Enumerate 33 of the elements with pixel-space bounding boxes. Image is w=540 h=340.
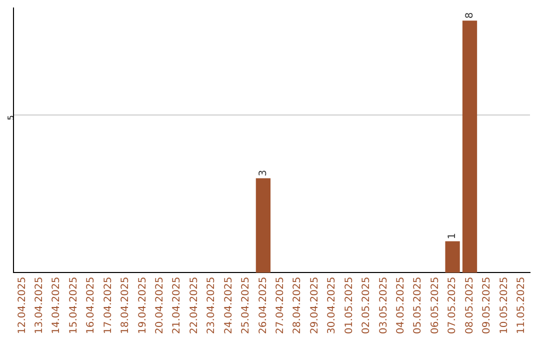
x-tick-label: 01.05.2025	[344, 276, 355, 334]
x-tick-label: 11.05.2025	[516, 276, 527, 334]
data-label: 8	[464, 12, 476, 19]
x-tick-label: 06.05.2025	[430, 276, 441, 334]
x-tick-label: 27.04.2025	[275, 276, 286, 334]
x-tick-label: 05.05.2025	[412, 276, 424, 334]
data-label: 3	[258, 170, 269, 176]
x-tick-label: 16.04.2025	[86, 276, 97, 334]
x-tick-label: 30.04.2025	[326, 276, 338, 334]
x-tick-label: 07.05.2025	[447, 276, 458, 334]
data-label: 1	[447, 232, 458, 240]
x-tick-label: 29.04.2025	[309, 276, 320, 334]
x-tick-label: 10.05.2025	[498, 276, 510, 334]
x-tick-label: 04.05.2025	[395, 276, 406, 334]
x-tick-label: 12.04.2025	[16, 276, 28, 334]
x-tick-label: 23.04.2025	[206, 276, 218, 334]
x-tick-label: 28.04.2025	[292, 276, 304, 334]
x-tick-label: 22.04.2025	[188, 276, 200, 334]
x-tick-label: 08.05.2025	[464, 276, 476, 334]
x-tick-label: 25.04.2025	[240, 276, 252, 334]
x-tick-label: 15.04.2025	[68, 276, 80, 334]
x-tick-label: 13.04.2025	[34, 276, 46, 334]
x-tick-label: 09.05.2025	[482, 276, 493, 334]
x-tick-label: 24.04.2025	[223, 276, 234, 334]
x-tick-label: 17.04.2025	[102, 276, 114, 334]
x-tick-label: 26.04.2025	[258, 276, 269, 334]
x-tick-label: 02.05.2025	[361, 276, 372, 334]
x-tick-label: 18.04.2025	[120, 276, 132, 334]
x-tick-label: 19.04.2025	[137, 276, 148, 334]
x-tick-label: 20.04.2025	[154, 276, 166, 334]
x-tick-label: 14.04.2025	[51, 276, 62, 334]
x-tick-label: 21.04.2025	[172, 276, 183, 334]
x-tick-label: 03.05.2025	[378, 276, 390, 334]
